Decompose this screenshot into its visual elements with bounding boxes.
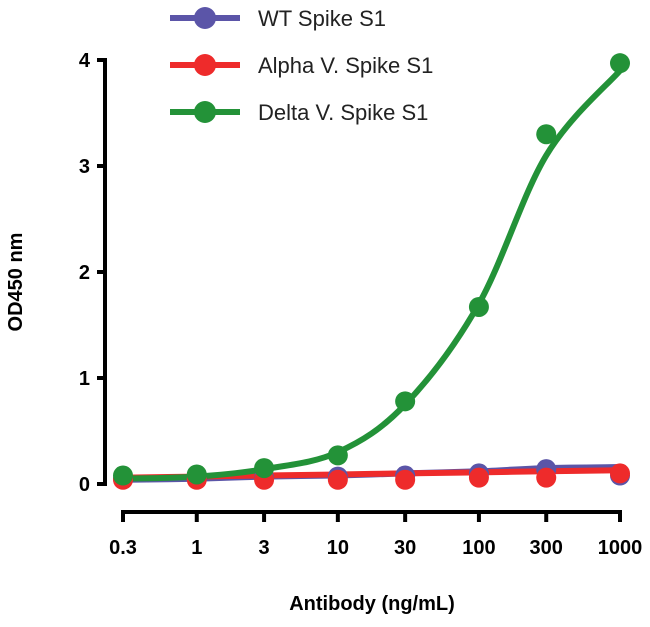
legend-marker <box>194 54 216 76</box>
data-point <box>536 124 557 145</box>
data-point <box>395 469 416 490</box>
x-axis-label: Antibody (ng/mL) <box>289 593 455 615</box>
x-tick-label: 30 <box>394 537 416 559</box>
series-points <box>113 53 630 490</box>
axes: 0 1 2 3 4 0.3 1 3 10 30 100 300 1000 <box>79 50 642 559</box>
legend-label: WT Spike S1 <box>258 6 386 31</box>
x-tick-label: 1000 <box>598 537 643 559</box>
data-point <box>254 458 275 479</box>
data-point <box>113 465 133 486</box>
legend-marker <box>194 101 216 123</box>
x-tick-label: 1 <box>191 537 202 559</box>
y-tick-label: 1 <box>79 368 90 390</box>
data-point <box>186 464 207 485</box>
y-tick-label: 2 <box>79 262 90 284</box>
data-point <box>468 467 489 488</box>
x-tick-label: 10 <box>327 537 349 559</box>
data-point <box>536 467 557 488</box>
data-point <box>327 445 348 466</box>
y-tick-label: 4 <box>79 50 91 72</box>
legend-label: Delta V. Spike S1 <box>258 100 428 125</box>
x-tick-label: 300 <box>530 537 563 559</box>
x-tick-label: 0.3 <box>109 537 137 559</box>
legend-marker <box>194 7 216 29</box>
legend: WT Spike S1 Alpha V. Spike S1 Delta V. Spi… <box>170 6 433 125</box>
y-tick-label: 0 <box>79 474 90 496</box>
data-point <box>610 463 630 484</box>
data-point <box>327 469 348 490</box>
legend-label: Alpha V. Spike S1 <box>258 53 433 78</box>
y-axis-label: OD450 nm <box>5 233 27 332</box>
data-point <box>468 296 489 317</box>
x-tick-label: 100 <box>462 537 495 559</box>
data-point <box>395 391 416 412</box>
data-point <box>610 53 630 74</box>
x-tick-label: 3 <box>259 537 270 559</box>
y-tick-label: 3 <box>79 156 90 178</box>
